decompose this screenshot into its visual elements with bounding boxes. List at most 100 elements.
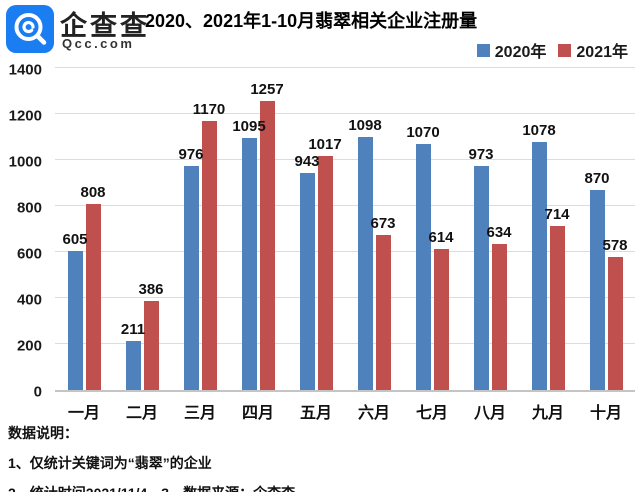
bar-2021年 <box>201 120 217 390</box>
logo-magnifier-handle <box>35 33 47 45</box>
y-axis-tick-label: 200 <box>16 337 42 355</box>
bar-wrap: 1095 <box>232 70 266 390</box>
footnote-heading: 数据说明： <box>8 425 78 441</box>
x-axis-label: 九月 <box>531 405 564 422</box>
bar-group: 973 634 <box>461 70 519 390</box>
brand-domain: Qcc.com <box>62 36 135 51</box>
y-axis-tick-label: 1200 <box>8 107 42 125</box>
bar-2020年 <box>183 165 199 390</box>
bar-group: 1070 614 <box>403 70 461 390</box>
bar-value-label: 1017 <box>308 136 342 154</box>
bar-value-label: 211 <box>120 321 146 339</box>
bar-value-label: 605 <box>62 230 88 248</box>
bar-wrap: 973 <box>468 70 494 390</box>
bar-value-label: 673 <box>370 215 396 233</box>
bar-wrap: 1017 <box>308 70 342 390</box>
bar-wrap: 578 <box>602 70 628 390</box>
bar-value-label: 1078 <box>522 122 556 140</box>
bar-2020年 <box>241 138 257 390</box>
bar-wrap: 808 <box>80 70 106 390</box>
bar-wrap: 605 <box>62 70 88 390</box>
bar-value-label: 976 <box>178 145 204 163</box>
y-axis-tick-label: 1000 <box>8 153 42 171</box>
bar-wrap: 976 <box>178 70 204 390</box>
bar-value-label: 1095 <box>232 118 266 136</box>
bar-value-label: 1070 <box>406 123 440 141</box>
bar-wrap: 634 <box>486 70 512 390</box>
legend-swatch-2020 <box>476 43 490 57</box>
bar-2020年 <box>299 173 315 390</box>
legend-item-2021: 2021年 <box>558 38 628 62</box>
bar-2021年 <box>85 204 101 390</box>
x-axis-label: 七月 <box>415 405 448 422</box>
bar-2020年 <box>415 143 431 390</box>
gridline <box>55 251 635 252</box>
plot-area: 605 808 211 386 976 1170 1095 1257 943 1017 1098 67… <box>55 67 635 392</box>
x-axis-label: 四月 <box>241 405 274 422</box>
y-axis-tick-label: 0 <box>33 383 42 401</box>
footnote-line-2: 2、统计时间2021/11/4 3、数据来源：企查查 <box>8 483 628 492</box>
bar-group: 976 1170 <box>171 70 229 390</box>
bar-value-label: 1257 <box>250 80 284 98</box>
x-axis-label: 六月 <box>357 405 390 422</box>
gridline <box>55 67 635 68</box>
legend-label-2021: 2021年 <box>576 44 628 61</box>
legend-swatch-2021 <box>558 43 572 57</box>
y-axis-tick-label: 600 <box>16 245 42 263</box>
bar-2020年 <box>473 166 489 390</box>
bar-wrap: 1070 <box>406 70 440 390</box>
logo-inner-c <box>22 20 35 34</box>
bar-wrap: 1078 <box>522 70 556 390</box>
bar-2021年 <box>433 248 449 390</box>
bar-2020年 <box>589 189 605 390</box>
bar-2020年 <box>125 341 141 390</box>
bar-group: 1078 714 <box>519 70 577 390</box>
bar-group: 943 1017 <box>287 70 345 390</box>
x-axis-label: 三月 <box>183 405 216 422</box>
bar-wrap: 386 <box>138 70 164 390</box>
gridline <box>55 297 635 298</box>
x-axis: 一月 二月 三月 四月 五月 六月 七月 八月 九月 十月 <box>55 399 635 423</box>
chart-title: 2020、2021年1-10月翡翠相关企业注册量 <box>145 11 478 31</box>
bar-groups: 605 808 211 386 976 1170 1095 1257 943 1017 1098 67… <box>55 70 635 390</box>
y-axis-tick-label: 1400 <box>8 61 42 79</box>
bar-wrap: 614 <box>428 70 454 390</box>
bar-group: 1098 673 <box>345 70 403 390</box>
bar-value-label: 386 <box>138 281 164 299</box>
bar-wrap: 673 <box>370 70 396 390</box>
bar-value-label: 578 <box>602 237 628 255</box>
x-axis-label: 八月 <box>473 405 506 422</box>
gridline <box>55 159 635 160</box>
gridline <box>55 205 635 206</box>
bar-value-label: 714 <box>544 205 570 223</box>
gridline <box>55 113 635 114</box>
x-axis-label: 二月 <box>125 405 158 422</box>
bar-wrap: 943 <box>294 70 320 390</box>
bar-2021年 <box>549 225 565 390</box>
footnote-line-1: 1、仅统计关键词为“翡翠”的企业 <box>8 455 212 471</box>
bar-group: 605 808 <box>55 70 113 390</box>
bar-value-label: 1170 <box>192 100 226 118</box>
bar-2020年 <box>67 250 83 390</box>
y-axis-tick-label: 800 <box>16 199 42 217</box>
qcc-logo-icon <box>6 5 54 53</box>
bar-wrap: 1098 <box>348 70 382 390</box>
y-axis-tick-label: 400 <box>16 291 42 309</box>
chart-legend: 2020年 2021年 <box>476 38 628 62</box>
y-axis: 0 200 400 600 800 1000 1200 1400 <box>0 62 48 401</box>
bar-group: 1095 1257 <box>229 70 287 390</box>
bar-2021年 <box>259 100 275 390</box>
logo-background <box>6 5 54 53</box>
bar-group: 870 578 <box>577 70 635 390</box>
bar-2021年 <box>375 235 391 390</box>
bar-value-label: 634 <box>486 224 512 242</box>
bar-2021年 <box>143 301 159 390</box>
bar-wrap: 211 <box>121 70 145 390</box>
bar-value-label: 943 <box>294 153 320 171</box>
x-axis-label: 一月 <box>67 405 100 422</box>
bar-wrap: 1170 <box>193 70 225 390</box>
bar-2020年 <box>531 142 547 390</box>
bar-value-label: 973 <box>468 146 494 164</box>
gridline <box>55 343 635 344</box>
